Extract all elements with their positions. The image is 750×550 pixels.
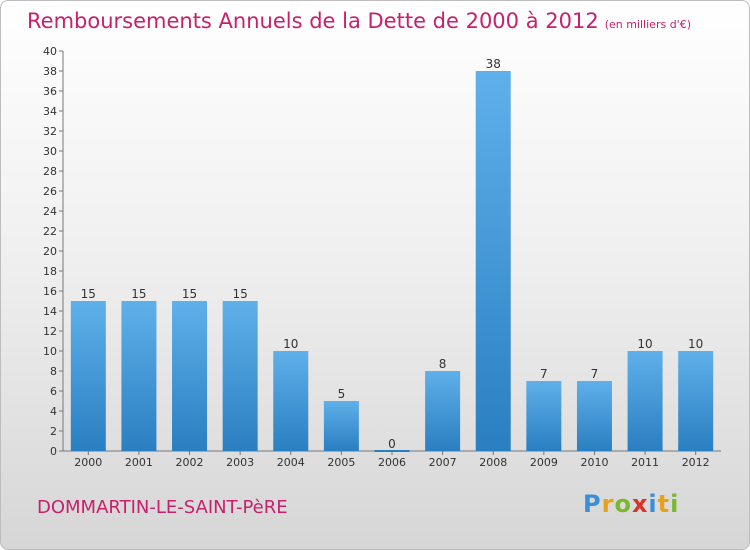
chart-title: Remboursements Annuels de la Dette de 20… — [27, 9, 691, 33]
y-tick-label: 14 — [43, 305, 57, 318]
bar-2002 — [172, 301, 208, 451]
x-tick-label: 2010 — [580, 456, 608, 469]
y-tick-label: 20 — [43, 245, 57, 258]
x-tick-label: 2008 — [479, 456, 507, 469]
x-tick-label: 2004 — [277, 456, 305, 469]
data-label: 0 — [388, 437, 396, 451]
y-tick-label: 22 — [43, 225, 57, 238]
y-tick-label: 28 — [43, 165, 57, 178]
y-tick-label: 2 — [50, 425, 57, 438]
y-tick-label: 36 — [43, 85, 57, 98]
x-tick-label: 2006 — [378, 456, 406, 469]
y-tick-label: 6 — [50, 385, 57, 398]
y-tick-label: 26 — [43, 185, 57, 198]
y-tick-label: 30 — [43, 145, 57, 158]
y-tick-label: 18 — [43, 265, 57, 278]
bar-2001 — [121, 301, 157, 451]
y-tick-label: 8 — [50, 365, 57, 378]
data-label: 10 — [688, 337, 703, 351]
y-tick-label: 32 — [43, 125, 57, 138]
x-tick-label: 2009 — [530, 456, 558, 469]
logo-letter: P — [583, 490, 602, 518]
y-tick-label: 4 — [50, 405, 57, 418]
data-label: 5 — [338, 387, 346, 401]
y-tick-label: 10 — [43, 345, 57, 358]
logo-letter: i — [670, 490, 680, 518]
chart-title-text: Remboursements Annuels de la Dette de 20… — [27, 9, 599, 33]
y-tick-label: 16 — [43, 285, 57, 298]
logo-letter: x — [631, 490, 649, 518]
town-name: DOMMARTIN-LE-SAINT-PèRE — [37, 497, 288, 518]
bar-2004 — [273, 351, 309, 451]
y-tick-label: 40 — [43, 45, 57, 58]
data-label: 15 — [182, 287, 197, 301]
x-tick-label: 2000 — [74, 456, 102, 469]
chart-unit-label: (en milliers d'€) — [604, 18, 691, 31]
x-tick-label: 2012 — [682, 456, 710, 469]
data-label: 8 — [439, 357, 447, 371]
y-tick-label: 12 — [43, 325, 57, 338]
y-tick-label: 0 — [50, 445, 57, 458]
x-tick-label: 2007 — [429, 456, 457, 469]
bar-2003 — [222, 301, 258, 451]
x-tick-label: 2011 — [631, 456, 659, 469]
bar-2012 — [678, 351, 714, 451]
logo-letter: o — [614, 490, 632, 518]
data-label: 7 — [591, 367, 599, 381]
x-tick-label: 2001 — [125, 456, 153, 469]
bar-2010 — [576, 381, 612, 451]
bar-2008 — [475, 71, 511, 451]
data-label: 7 — [540, 367, 548, 381]
data-label: 15 — [131, 287, 146, 301]
bar-2005 — [323, 401, 359, 451]
bar-2000 — [70, 301, 106, 451]
x-tick-label: 2005 — [327, 456, 355, 469]
y-tick-label: 24 — [43, 205, 57, 218]
logo-letter: t — [657, 490, 671, 518]
bar-2009 — [526, 381, 562, 451]
data-label: 15 — [233, 287, 248, 301]
x-tick-label: 2002 — [176, 456, 204, 469]
bar-2011 — [627, 351, 663, 451]
data-label: 38 — [486, 57, 501, 71]
y-tick-label: 38 — [43, 65, 57, 78]
bar-2007 — [425, 371, 461, 451]
data-label: 10 — [283, 337, 298, 351]
data-label: 10 — [637, 337, 652, 351]
x-tick-label: 2003 — [226, 456, 254, 469]
logo-letter: i — [648, 490, 658, 518]
y-tick-label: 34 — [43, 105, 57, 118]
logo-letter: r — [601, 490, 615, 518]
data-label: 15 — [81, 287, 96, 301]
proxiti-logo: Proxiti — [583, 490, 679, 518]
